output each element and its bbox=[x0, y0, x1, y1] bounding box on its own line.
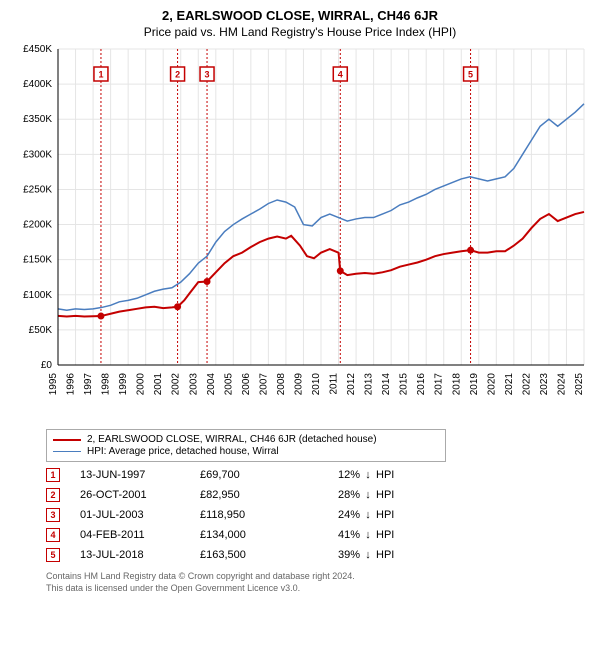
tx-date: 13-JUL-2018 bbox=[80, 549, 200, 561]
svg-text:4: 4 bbox=[338, 70, 343, 80]
legend: 2, EARLSWOOD CLOSE, WIRRAL, CH46 6JR (de… bbox=[46, 429, 446, 462]
svg-text:2024: 2024 bbox=[556, 373, 567, 396]
svg-text:2017: 2017 bbox=[434, 373, 445, 396]
tx-price: £69,700 bbox=[200, 469, 310, 481]
chart-svg: £0 £50K £100K £150K £200K £250K £300K £350K £400… bbox=[10, 45, 590, 425]
svg-text:£200K: £200K bbox=[23, 220, 52, 231]
legend-row-hpi: HPI: Average price, detached house, Wirr… bbox=[53, 446, 439, 457]
tx-pct: 41% bbox=[310, 529, 360, 541]
svg-text:£450K: £450K bbox=[23, 45, 52, 55]
svg-text:£150K: £150K bbox=[23, 255, 52, 266]
svg-text:£400K: £400K bbox=[23, 79, 52, 90]
tx-price: £163,500 bbox=[200, 549, 310, 561]
tx-date: 01-JUL-2003 bbox=[80, 509, 200, 521]
svg-text:2021: 2021 bbox=[504, 373, 515, 396]
tx-hpi-label: HPI bbox=[376, 529, 416, 541]
tx-price: £134,000 bbox=[200, 529, 310, 541]
tx-hpi-label: HPI bbox=[376, 489, 416, 501]
tx-pct: 12% bbox=[310, 469, 360, 481]
down-arrow-icon: ↓ bbox=[360, 489, 376, 501]
tx-hpi-label: HPI bbox=[376, 469, 416, 481]
tx-pct: 28% bbox=[310, 489, 360, 501]
svg-text:2006: 2006 bbox=[241, 373, 252, 396]
svg-text:£250K: £250K bbox=[23, 184, 52, 195]
svg-text:2023: 2023 bbox=[539, 373, 550, 396]
chart: £0 £50K £100K £150K £200K £250K £300K £350K £400… bbox=[10, 45, 590, 425]
svg-text:1997: 1997 bbox=[83, 373, 94, 396]
down-arrow-icon: ↓ bbox=[360, 509, 376, 521]
tx-price: £82,950 bbox=[200, 489, 310, 501]
table-row: 3 01-JUL-2003£118,95024%↓HPI bbox=[46, 506, 590, 524]
svg-text:2013: 2013 bbox=[364, 373, 375, 396]
down-arrow-icon: ↓ bbox=[360, 549, 376, 561]
svg-text:£50K: £50K bbox=[29, 325, 53, 336]
svg-text:£300K: £300K bbox=[23, 149, 52, 160]
svg-text:2009: 2009 bbox=[293, 373, 304, 396]
legend-label-property: 2, EARLSWOOD CLOSE, WIRRAL, CH46 6JR (de… bbox=[87, 434, 377, 445]
svg-text:3: 3 bbox=[205, 70, 210, 80]
svg-text:2001: 2001 bbox=[153, 373, 164, 396]
svg-text:2003: 2003 bbox=[188, 373, 199, 396]
page-title: 2, EARLSWOOD CLOSE, WIRRAL, CH46 6JR bbox=[10, 8, 590, 23]
svg-text:2004: 2004 bbox=[206, 373, 217, 396]
svg-text:2010: 2010 bbox=[311, 373, 322, 396]
down-arrow-icon: ↓ bbox=[360, 529, 376, 541]
down-arrow-icon: ↓ bbox=[360, 469, 376, 481]
svg-text:2022: 2022 bbox=[521, 373, 532, 396]
svg-text:2014: 2014 bbox=[381, 373, 392, 396]
tx-marker: 3 bbox=[46, 508, 60, 522]
tx-hpi-label: HPI bbox=[376, 509, 416, 521]
tx-pct: 39% bbox=[310, 549, 360, 561]
legend-swatch-red bbox=[53, 439, 81, 441]
tx-marker: 2 bbox=[46, 488, 60, 502]
svg-text:2015: 2015 bbox=[399, 373, 410, 396]
footer-line-1: Contains HM Land Registry data © Crown c… bbox=[46, 570, 590, 582]
svg-text:2007: 2007 bbox=[258, 373, 269, 396]
svg-text:2005: 2005 bbox=[223, 373, 234, 396]
svg-text:2019: 2019 bbox=[469, 373, 480, 396]
tx-date: 13-JUN-1997 bbox=[80, 469, 200, 481]
chart-container: 2, EARLSWOOD CLOSE, WIRRAL, CH46 6JR Pri… bbox=[0, 0, 600, 650]
page-subtitle: Price paid vs. HM Land Registry's House … bbox=[10, 25, 590, 39]
svg-text:2011: 2011 bbox=[329, 373, 340, 395]
tx-hpi-label: HPI bbox=[376, 549, 416, 561]
table-row: 2 26-OCT-2001£82,95028%↓HPI bbox=[46, 486, 590, 504]
tx-date: 04-FEB-2011 bbox=[80, 529, 200, 541]
svg-text:2025: 2025 bbox=[574, 373, 585, 396]
svg-text:5: 5 bbox=[468, 70, 473, 80]
svg-text:1999: 1999 bbox=[118, 373, 129, 396]
svg-text:£100K: £100K bbox=[23, 290, 52, 301]
svg-text:2008: 2008 bbox=[276, 373, 287, 396]
tx-pct: 24% bbox=[310, 509, 360, 521]
tx-marker: 5 bbox=[46, 548, 60, 562]
table-row: 1 13-JUN-1997£69,70012%↓HPI bbox=[46, 466, 590, 484]
legend-row-property: 2, EARLSWOOD CLOSE, WIRRAL, CH46 6JR (de… bbox=[53, 434, 439, 445]
footer-line-2: This data is licensed under the Open Gov… bbox=[46, 582, 590, 594]
table-row: 5 13-JUL-2018£163,50039%↓HPI bbox=[46, 546, 590, 564]
svg-text:2000: 2000 bbox=[136, 373, 147, 396]
svg-text:1998: 1998 bbox=[101, 373, 112, 396]
table-row: 4 04-FEB-2011£134,00041%↓HPI bbox=[46, 526, 590, 544]
svg-text:2: 2 bbox=[175, 70, 180, 80]
svg-text:£0: £0 bbox=[41, 360, 53, 371]
tx-date: 26-OCT-2001 bbox=[80, 489, 200, 501]
svg-text:£350K: £350K bbox=[23, 114, 52, 125]
svg-text:2012: 2012 bbox=[346, 373, 357, 396]
footer: Contains HM Land Registry data © Crown c… bbox=[46, 570, 590, 594]
tx-price: £118,950 bbox=[200, 509, 310, 521]
transactions-table: 113-JUN-1997£69,70012%↓HPI226-OCT-2001£8… bbox=[46, 466, 590, 564]
legend-swatch-blue bbox=[53, 451, 81, 452]
svg-text:1: 1 bbox=[98, 70, 103, 80]
svg-text:2016: 2016 bbox=[416, 373, 427, 396]
svg-text:1995: 1995 bbox=[48, 373, 59, 396]
svg-text:2020: 2020 bbox=[486, 373, 497, 396]
legend-label-hpi: HPI: Average price, detached house, Wirr… bbox=[87, 446, 279, 457]
tx-marker: 1 bbox=[46, 468, 60, 482]
svg-text:2002: 2002 bbox=[171, 373, 182, 396]
svg-text:1996: 1996 bbox=[66, 373, 77, 396]
svg-text:2018: 2018 bbox=[451, 373, 462, 396]
tx-marker: 4 bbox=[46, 528, 60, 542]
